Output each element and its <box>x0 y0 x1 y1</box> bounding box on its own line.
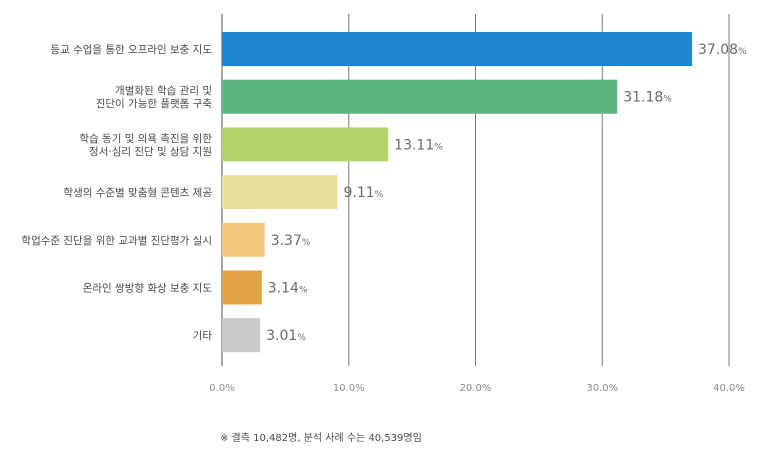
category-label: 학업수준 진단을 위한 교과별 진단평가 실시 <box>21 234 212 247</box>
bar <box>222 175 338 210</box>
category-label: 기타 <box>193 330 213 342</box>
value-label: 3.14% <box>268 281 308 297</box>
value-labels: 37.08% 31.18% 13.11% 9.11% 3.37% 3.14% 3.01% <box>266 42 747 344</box>
bar <box>222 79 618 114</box>
category-label: 개별화된 학습 관리 및 진단이 가능한 플랫폼 구축 <box>96 85 213 110</box>
category-label: 학생의 수준별 맞춤형 콘텐츠 제공 <box>63 187 212 199</box>
x-tick-label: 40.0% <box>713 383 745 394</box>
value-label: 31.18% <box>623 90 672 106</box>
value-label: 37.08% <box>698 42 747 58</box>
value-label: 9.11% <box>343 185 383 201</box>
bar <box>222 127 389 162</box>
x-tick-label: 0.0% <box>209 383 234 394</box>
x-axis-ticks: 0.0% 10.0% 20.0% 30.0% 40.0% <box>209 383 745 394</box>
x-tick-label: 20.0% <box>460 383 492 394</box>
x-tick-label: 30.0% <box>586 383 618 394</box>
bars <box>222 32 692 353</box>
bar <box>222 32 692 66</box>
footnote: ※ 결측 10,482명, 분석 사례 수는 40,539명임 <box>220 433 422 444</box>
value-label: 3.37% <box>271 233 311 249</box>
category-label: 학습 동기 및 의욕 촉진을 위한 정서·심리 진단 및 상담 지원 <box>79 132 212 158</box>
value-label: 3.01% <box>266 328 306 344</box>
bar <box>222 318 261 353</box>
bar <box>222 270 262 305</box>
value-label: 13.11% <box>394 137 443 153</box>
x-tick-label: 10.0% <box>333 383 365 394</box>
bar <box>222 222 265 257</box>
category-label: 온라인 쌍방향 화상 보충 지도 <box>83 283 213 295</box>
category-label: 등교 수업을 통한 오프라인 보충 지도 <box>50 43 212 56</box>
